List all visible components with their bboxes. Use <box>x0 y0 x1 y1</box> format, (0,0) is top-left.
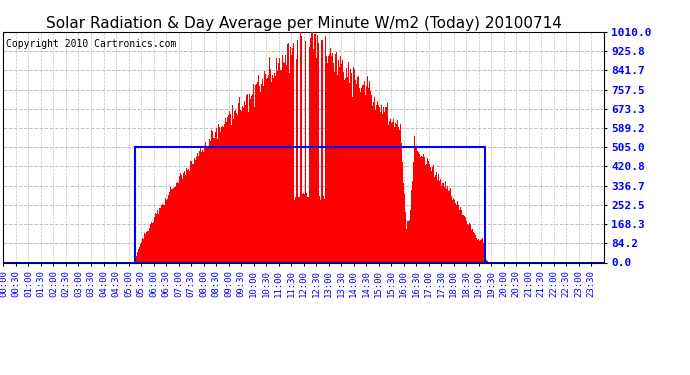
Title: Solar Radiation & Day Average per Minute W/m2 (Today) 20100714: Solar Radiation & Day Average per Minute… <box>46 16 562 31</box>
Text: Copyright 2010 Cartronics.com: Copyright 2010 Cartronics.com <box>6 39 177 49</box>
Bar <box>135 147 485 262</box>
